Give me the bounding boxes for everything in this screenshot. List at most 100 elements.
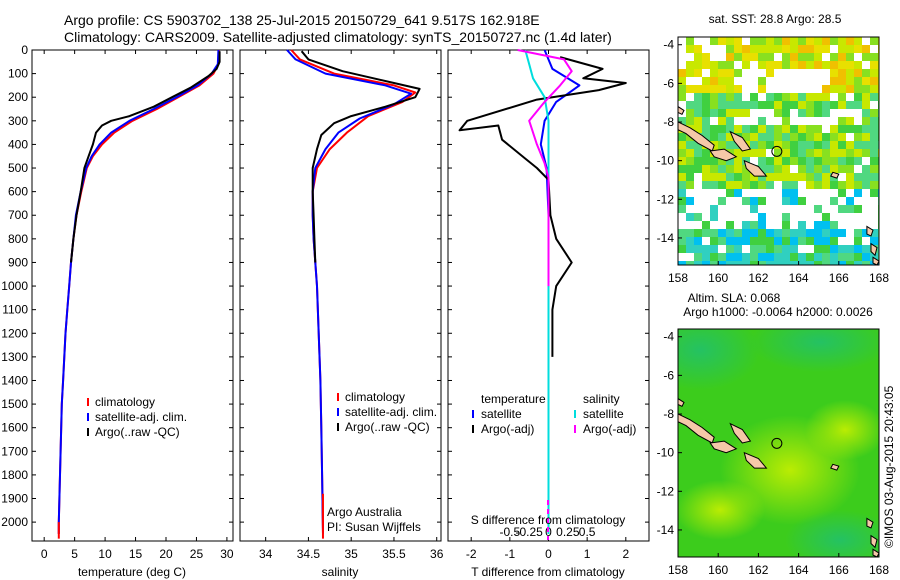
sst-cell bbox=[726, 261, 734, 265]
sla-map-frame bbox=[677, 328, 880, 558]
y-tick-label: 900 bbox=[8, 255, 28, 269]
sst-cell bbox=[758, 85, 766, 93]
sst-cell bbox=[726, 69, 734, 77]
sst-cell bbox=[774, 45, 782, 53]
sst-cell bbox=[822, 149, 830, 157]
sst-cell bbox=[846, 77, 854, 85]
sst-cell bbox=[830, 85, 838, 93]
sst-cell bbox=[862, 69, 870, 77]
sst-cell bbox=[790, 53, 798, 61]
sst-cell bbox=[750, 221, 758, 229]
sst-cell bbox=[678, 189, 686, 197]
sst-cell bbox=[806, 109, 814, 117]
sst-cell bbox=[854, 101, 862, 109]
sst-cell bbox=[862, 245, 870, 253]
sst-cell bbox=[678, 245, 686, 253]
land-island bbox=[709, 148, 738, 162]
sst-cell bbox=[838, 189, 846, 197]
map-y-tick-label: -6 bbox=[663, 368, 674, 382]
sst-cell bbox=[734, 109, 742, 117]
sst-cell bbox=[782, 157, 790, 165]
legend-satellite-label: satellite-adj. clim. bbox=[95, 410, 187, 424]
sst-cell bbox=[718, 101, 726, 109]
sst-cell bbox=[782, 141, 790, 149]
sst-cell bbox=[838, 85, 846, 93]
sst-cell bbox=[846, 181, 854, 189]
sst-cell bbox=[726, 109, 734, 117]
map-y-tick-label: -4 bbox=[663, 38, 674, 52]
sst-cell bbox=[686, 149, 694, 157]
sst-cell bbox=[830, 261, 838, 265]
sst-cell bbox=[782, 125, 790, 133]
land-island bbox=[678, 106, 685, 115]
sst-cell bbox=[846, 261, 854, 265]
sst-cell bbox=[694, 61, 702, 69]
x-tick-label: 36 bbox=[430, 547, 444, 561]
sst-cell bbox=[814, 61, 822, 69]
sst-cell bbox=[758, 149, 766, 157]
sst-cell bbox=[726, 61, 734, 69]
sst-cell bbox=[870, 37, 878, 45]
sst-cell bbox=[854, 69, 862, 77]
sst-cell bbox=[718, 253, 726, 261]
sst-cell bbox=[718, 141, 726, 149]
sst-cell bbox=[846, 149, 854, 157]
y-tick-label: 400 bbox=[8, 137, 28, 151]
sst-cell bbox=[742, 237, 750, 245]
x-tick-label: 0 bbox=[545, 547, 552, 561]
sst-cell bbox=[702, 149, 710, 157]
sst-cell bbox=[830, 181, 838, 189]
sst-cell bbox=[758, 253, 766, 261]
y-tick-label: 1300 bbox=[1, 350, 28, 364]
sst-cell bbox=[782, 173, 790, 181]
sst-cell bbox=[726, 165, 734, 173]
sst-cell bbox=[798, 133, 806, 141]
sst-cell bbox=[766, 157, 774, 165]
sst-cell bbox=[790, 45, 798, 53]
sst-cell bbox=[710, 85, 718, 93]
sst-cell bbox=[686, 101, 694, 109]
y-tick-label: 800 bbox=[8, 232, 28, 246]
x-tick-label: 35.5 bbox=[382, 547, 406, 561]
sst-cell bbox=[702, 109, 710, 117]
sst-cell bbox=[782, 61, 790, 69]
sst-cell bbox=[678, 197, 686, 205]
sst-cell bbox=[790, 189, 798, 197]
sst-cell bbox=[782, 197, 790, 205]
sst-cell bbox=[814, 53, 822, 61]
sst-cell bbox=[726, 237, 734, 245]
sst-cell bbox=[694, 149, 702, 157]
sst-cell bbox=[862, 165, 870, 173]
sst-cell bbox=[854, 157, 862, 165]
salinity-plot-frame bbox=[239, 49, 442, 542]
sst-cell bbox=[822, 173, 830, 181]
sst-cell bbox=[702, 165, 710, 173]
sst-cell bbox=[814, 261, 822, 265]
sst-cell bbox=[798, 109, 806, 117]
t-difference-axis-label: T difference from climatology bbox=[471, 565, 625, 579]
sst-cell bbox=[870, 53, 878, 61]
sst-cell bbox=[838, 261, 846, 265]
sst-cell bbox=[822, 37, 830, 45]
sst-cell bbox=[734, 229, 742, 237]
sst-cell bbox=[734, 37, 742, 45]
sst-cell bbox=[870, 149, 878, 157]
sst-cell bbox=[790, 133, 798, 141]
sst-cell bbox=[838, 245, 846, 253]
sst-cell bbox=[806, 165, 814, 173]
sst-cell bbox=[774, 245, 782, 253]
sst-cell bbox=[798, 125, 806, 133]
sst-cell bbox=[710, 93, 718, 101]
sst-cell bbox=[710, 245, 718, 253]
sst-cell bbox=[838, 101, 846, 109]
sst-cell bbox=[750, 93, 758, 101]
sst-cell bbox=[758, 37, 766, 45]
sst-cell bbox=[694, 101, 702, 109]
sst-cell bbox=[838, 53, 846, 61]
legend-t-argo-label: Argo(-adj) bbox=[481, 422, 534, 436]
sst-cell bbox=[694, 53, 702, 61]
sst-cell bbox=[814, 165, 822, 173]
sst-cell bbox=[838, 77, 846, 85]
sst-cell bbox=[774, 125, 782, 133]
